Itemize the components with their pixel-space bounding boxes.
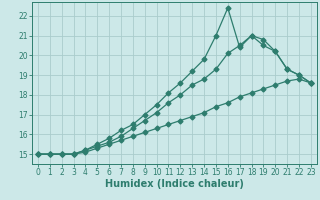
X-axis label: Humidex (Indice chaleur): Humidex (Indice chaleur): [105, 179, 244, 189]
